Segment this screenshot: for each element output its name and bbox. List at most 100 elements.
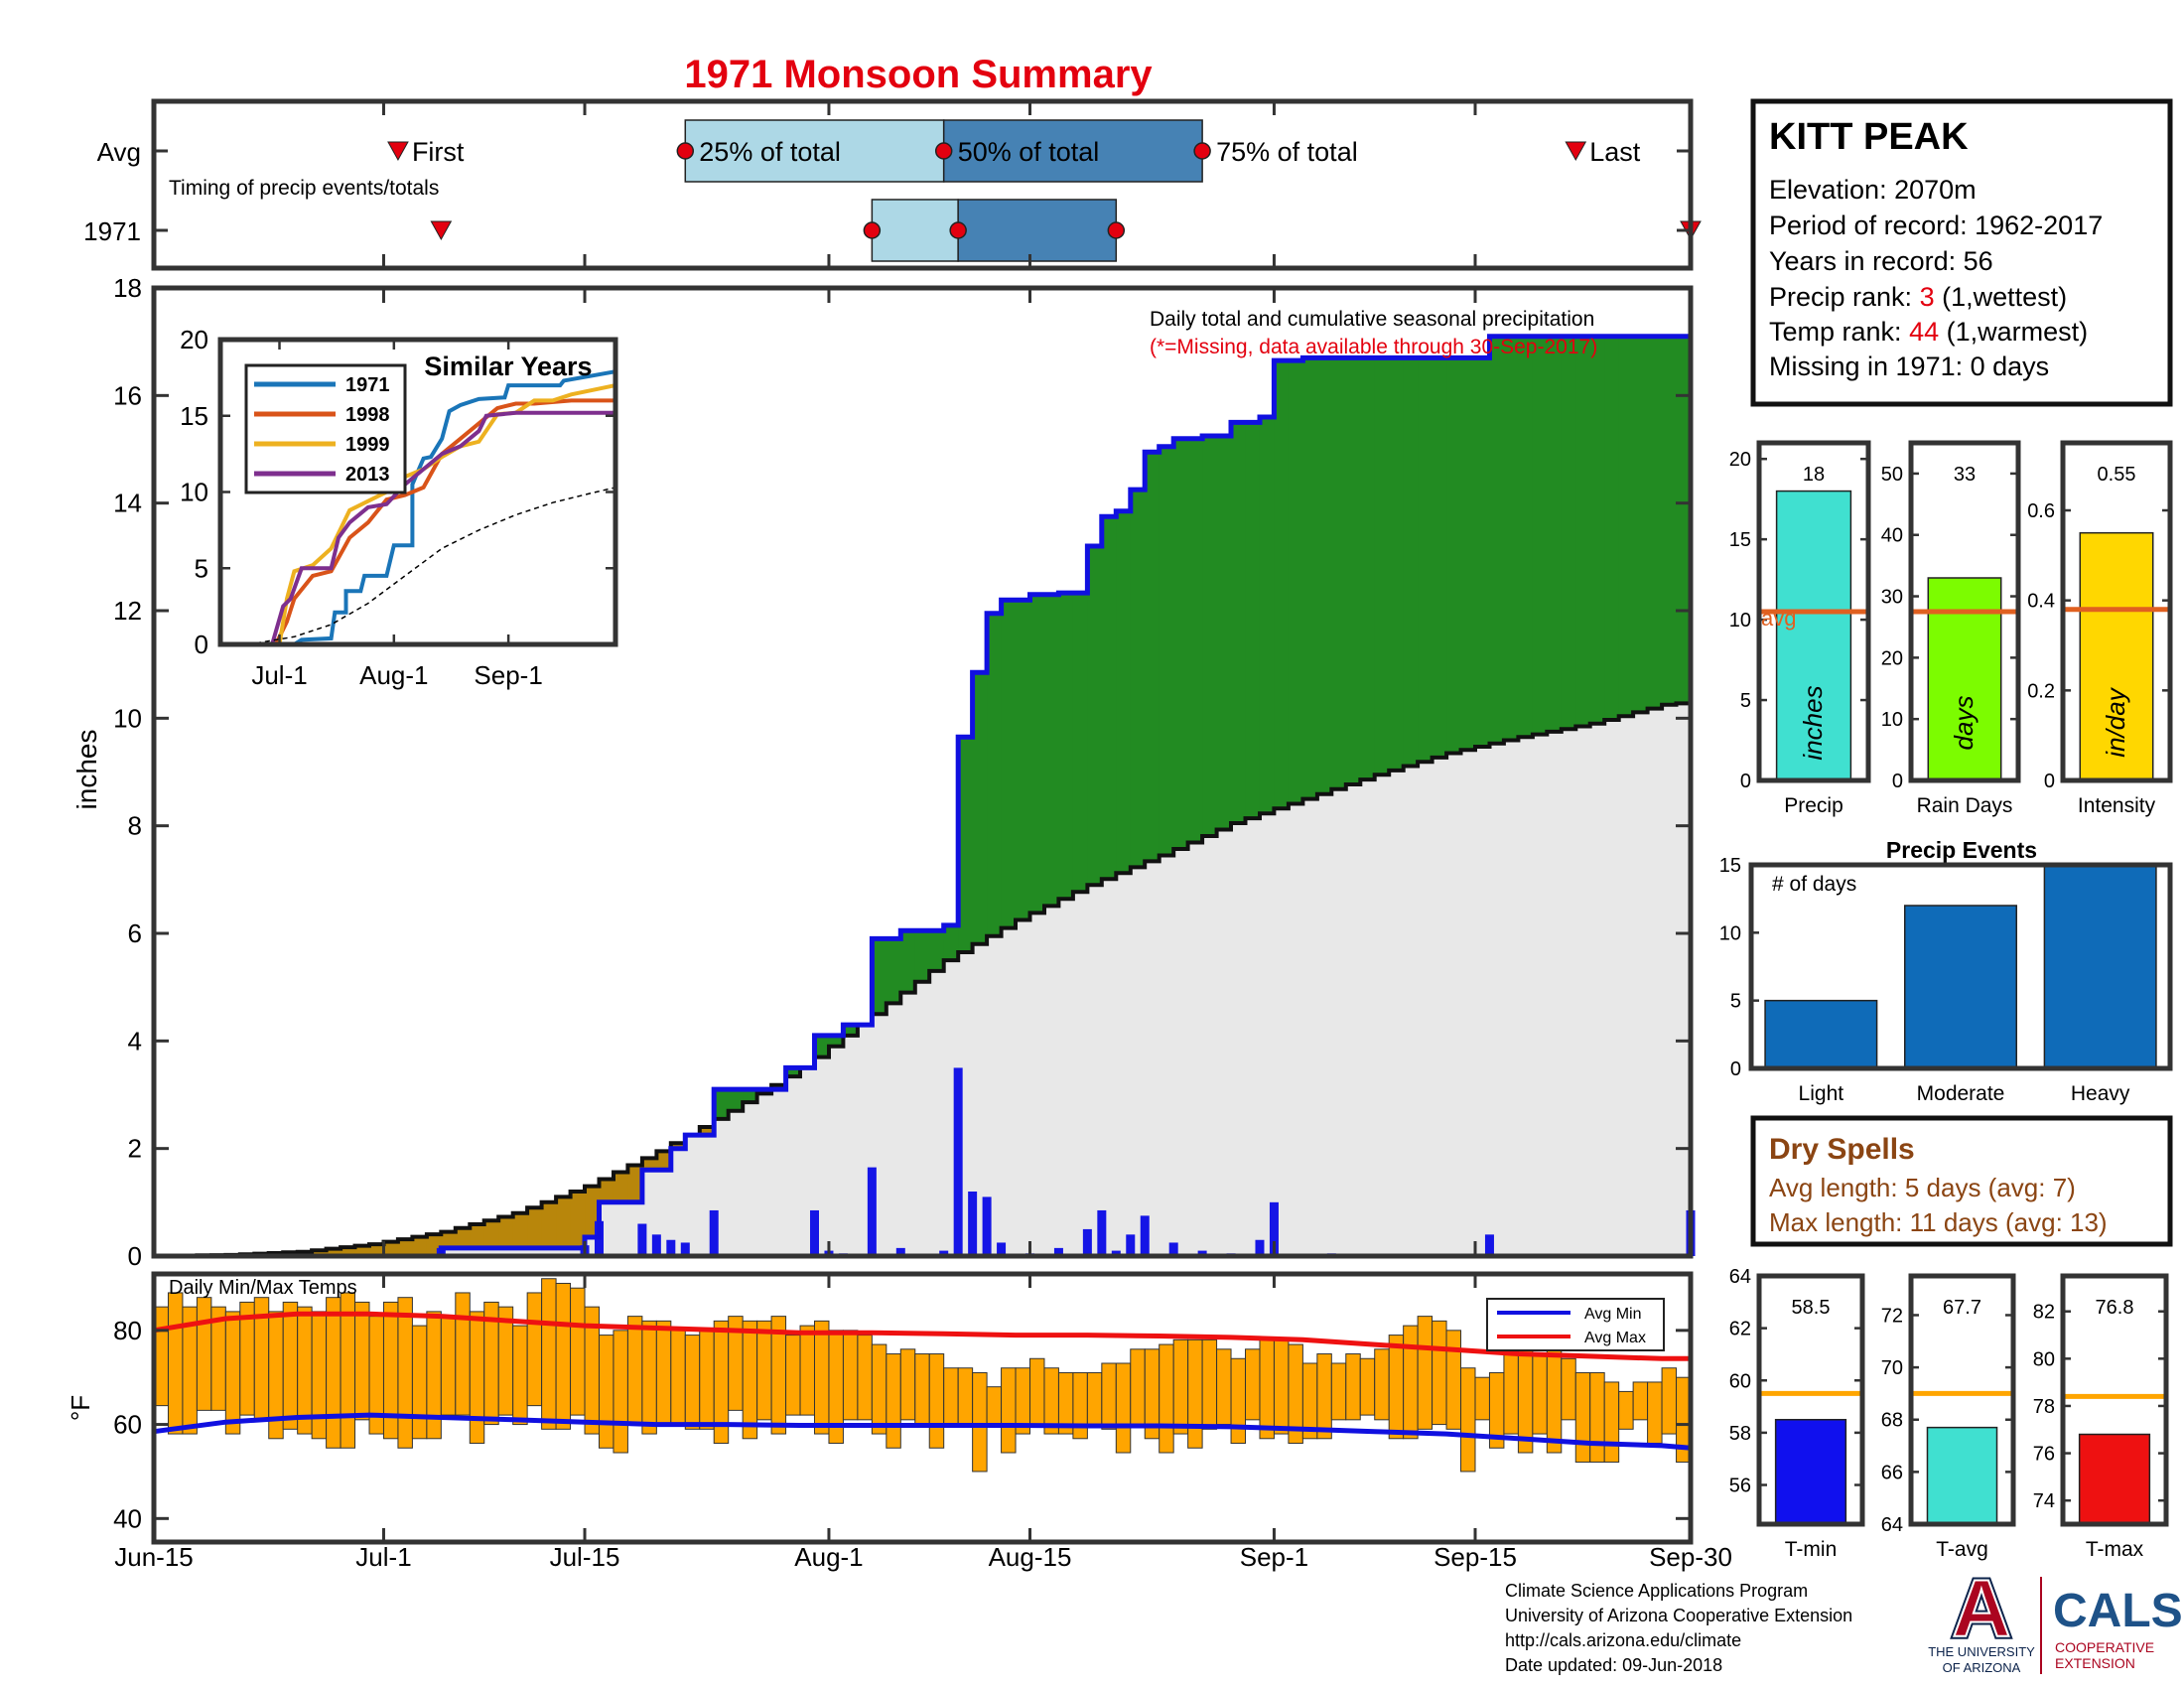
precip-rank-value: 3: [1920, 282, 1935, 312]
daily-temp-bar: [928, 1353, 945, 1449]
wet-anomaly-fill: [958, 737, 974, 952]
dry-anomaly-fill: [512, 1212, 528, 1248]
cals-line2: EXTENSION: [2055, 1655, 2135, 1671]
footer-line1: Climate Science Applications Program: [1505, 1581, 1808, 1601]
temp-ytick-label: 60: [113, 1410, 142, 1440]
daily-temp-bar: [699, 1330, 715, 1430]
daily-temp-bar: [972, 1371, 988, 1473]
dry-anomaly-fill: [641, 1158, 657, 1171]
season-bar-t-min: [1774, 1418, 1847, 1525]
inset-line-1971: [220, 369, 616, 646]
cals-logo: CALS: [2053, 1585, 2183, 1637]
daily-temp-bar: [1618, 1390, 1634, 1430]
main-ytick-label: 10: [113, 703, 142, 733]
daily-temp-bar: [799, 1325, 815, 1416]
season-panel-label: T-min: [1785, 1538, 1838, 1561]
inset-legend-label-1971: 1971: [345, 374, 390, 396]
daily-temp-bar: [1115, 1362, 1132, 1454]
wet-anomaly-fill: [1345, 357, 1361, 784]
wet-anomaly-fill: [1001, 600, 1017, 928]
wet-anomaly-fill: [929, 930, 945, 971]
dry-spells-title: Dry Spells: [1769, 1133, 1915, 1166]
season-ytick-label: 0.6: [2027, 500, 2055, 522]
footer-line3: http://cals.arizona.edu/climate: [1505, 1630, 1741, 1650]
season-bar-precip: [1775, 490, 1852, 781]
date-tick-label: Sep-15: [1433, 1542, 1517, 1572]
season-panel-label: Precip: [1784, 794, 1843, 817]
missing-data-note: (*=Missing, data available through 30-Se…: [1150, 336, 1597, 358]
daily-precip-bar: [1168, 1242, 1178, 1256]
season-ytick-label: 56: [1729, 1476, 1751, 1497]
precip-events-frame: [1748, 862, 2173, 1071]
season-ytick-label: 10: [1881, 709, 1903, 731]
season-panel-frame: [2060, 1273, 2169, 1527]
daily-temp-bar: [224, 1311, 241, 1435]
wet-anomaly-fill: [1087, 546, 1103, 886]
daily-temp-bar: [1561, 1357, 1576, 1421]
dry-anomaly-fill: [383, 1241, 399, 1256]
season-panel-frame: [1756, 1273, 1865, 1527]
season-panel-label: Rain Days: [1917, 794, 2013, 817]
daily-temp-bar: [1589, 1371, 1605, 1463]
daily-temp-bar: [1216, 1348, 1232, 1426]
daily-temp-bar: [742, 1320, 758, 1440]
date-tick-label: Sep-1: [1240, 1542, 1308, 1572]
inset-ytick-label: 15: [180, 401, 208, 431]
wet-anomaly-fill: [1532, 336, 1548, 735]
daily-temp-bar: [613, 1330, 628, 1454]
wet-anomaly-fill: [785, 1067, 801, 1077]
station-temp-rank: Temp rank: 44 (1,warmest): [1769, 317, 2088, 347]
timing-note: Timing of precip events/totals: [169, 177, 439, 200]
wet-anomaly-fill: [987, 613, 1003, 936]
daily-temp-bar: [1445, 1330, 1462, 1430]
season-ytick-label: 68: [1881, 1410, 1903, 1432]
wet-anomaly-fill: [943, 924, 959, 961]
inset-ytick-label: 0: [195, 630, 208, 659]
inset-plot: 0 5 10 15 20 Jul-1 Aug-1 Sep-1: [180, 325, 616, 690]
wet-anomaly-fill: [1662, 336, 1678, 705]
dry-anomaly-fill: [656, 1151, 672, 1171]
cumulative-1971-line: [154, 293, 1694, 1259]
inset-xtick-label: Aug-1: [359, 660, 428, 690]
temperature-title: Daily Min/Max Temps: [169, 1277, 357, 1299]
season-ytick-label: 78: [2033, 1396, 2055, 1418]
wet-anomaly-fill: [1130, 490, 1146, 868]
wet-anomaly-fill: [1575, 336, 1591, 727]
timing-row-year-label: 1971: [83, 216, 141, 246]
avg-min-line: [153, 1412, 1692, 1451]
dry-anomaly-fill: [483, 1220, 499, 1248]
event-bar-light: [1764, 999, 1878, 1069]
last-event-label: Last: [1589, 137, 1641, 167]
wet-anomaly-fill: [1547, 336, 1563, 732]
season-ytick-label: 58: [1729, 1423, 1751, 1445]
wet-anomaly-fill: [1101, 516, 1117, 880]
quartile-box-upper-avg: [942, 119, 1203, 183]
precipitation-ylabel: inches: [71, 730, 102, 810]
season-ytick-label: 64: [1881, 1514, 1903, 1536]
daily-temp-bar: [555, 1282, 572, 1430]
inset-xtick-label: Sep-1: [474, 660, 542, 690]
daily-precip-bar: [867, 1167, 877, 1256]
p25-marker-avg: [676, 142, 695, 160]
daily-temp-bar: [684, 1335, 701, 1430]
inset-title: Similar Years: [424, 352, 592, 381]
station-elevation: Elevation: 2070m: [1769, 175, 1977, 205]
temperature-frame: [151, 1271, 1694, 1545]
daily-temp-bar: [196, 1297, 212, 1411]
wet-anomaly-fill: [1374, 357, 1390, 775]
wet-anomaly-fill: [1389, 357, 1405, 771]
daily-temp-bar: [957, 1367, 974, 1426]
p75-label: 75% of total: [1216, 137, 1358, 167]
p50-marker-year: [949, 221, 967, 239]
daily-precip-bar: [1126, 1234, 1136, 1256]
ua-line2: OF ARIZONA: [1943, 1660, 2021, 1675]
p25-label: 25% of total: [699, 137, 841, 167]
timing-marks: [152, 103, 1702, 266]
daily-temp-bar: [440, 1316, 457, 1416]
dry-anomaly-fill: [556, 1196, 572, 1248]
season-panel-label: Intensity: [2078, 794, 2156, 817]
inset-legend-label-1998: 1998: [345, 404, 390, 426]
daily-temp-bar: [1316, 1353, 1332, 1440]
station-name: KITT PEAK: [1769, 116, 1969, 158]
